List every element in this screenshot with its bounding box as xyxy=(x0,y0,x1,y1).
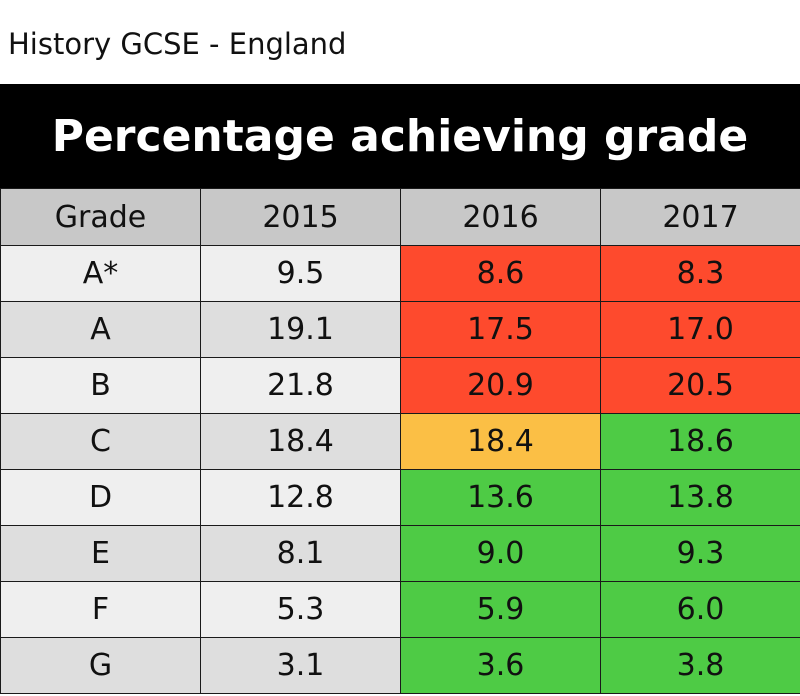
value-cell-2017: 9.3 xyxy=(600,525,800,582)
value-cell-2017: 18.6 xyxy=(600,413,800,470)
header-cell-2015: 2015 xyxy=(200,188,401,246)
subtitle: History GCSE - England xyxy=(8,27,347,61)
value-cell-2015: 19.1 xyxy=(200,301,401,358)
table-row: D 12.8 13.6 13.8 xyxy=(0,469,800,526)
grade-cell: G xyxy=(0,637,201,694)
value-cell-2016: 17.5 xyxy=(400,301,601,358)
table-row: A* 9.5 8.6 8.3 xyxy=(0,245,800,302)
value-cell-2015: 8.1 xyxy=(200,525,401,582)
table-row: G 3.1 3.6 3.8 xyxy=(0,637,800,694)
value-cell-2017: 3.8 xyxy=(600,637,800,694)
value-cell-2016: 5.9 xyxy=(400,581,601,638)
table-row: E 8.1 9.0 9.3 xyxy=(0,525,800,582)
value-cell-2016: 9.0 xyxy=(400,525,601,582)
header-cell-2016: 2016 xyxy=(400,188,601,246)
value-cell-2015: 5.3 xyxy=(200,581,401,638)
header-cell-grade: Grade xyxy=(0,188,201,246)
value-cell-2015: 21.8 xyxy=(200,357,401,414)
table-row: B 21.8 20.9 20.5 xyxy=(0,357,800,414)
value-cell-2017: 20.5 xyxy=(600,357,800,414)
table-body: A* 9.5 8.6 8.3 A 19.1 17.5 17.0 B 21.8 20.9 20.5 C 18… xyxy=(0,245,800,694)
value-cell-2015: 18.4 xyxy=(200,413,401,470)
table-row: A 19.1 17.5 17.0 xyxy=(0,301,800,358)
header-cell-2017: 2017 xyxy=(600,188,800,246)
grade-cell: A xyxy=(0,301,201,358)
value-cell-2016: 8.6 xyxy=(400,245,601,302)
value-cell-2016: 13.6 xyxy=(400,469,601,526)
value-cell-2015: 9.5 xyxy=(200,245,401,302)
value-cell-2015: 12.8 xyxy=(200,469,401,526)
table-row: C 18.4 18.4 18.6 xyxy=(0,413,800,470)
grade-cell: E xyxy=(0,525,201,582)
table-title: Percentage achieving grade xyxy=(51,110,749,162)
value-cell-2015: 3.1 xyxy=(200,637,401,694)
value-cell-2017: 6.0 xyxy=(600,581,800,638)
grade-table: Grade 2015 2016 2017 A* 9.5 8.6 8.3 A 19.1 17.… xyxy=(0,188,800,694)
value-cell-2016: 20.9 xyxy=(400,357,601,414)
grade-cell: A* xyxy=(0,245,201,302)
grade-cell: F xyxy=(0,581,201,638)
value-cell-2017: 8.3 xyxy=(600,245,800,302)
value-cell-2016: 3.6 xyxy=(400,637,601,694)
value-cell-2017: 13.8 xyxy=(600,469,800,526)
table-title-banner: Percentage achieving grade xyxy=(0,84,800,188)
grade-cell: C xyxy=(0,413,201,470)
grade-cell: D xyxy=(0,469,201,526)
table-row: F 5.3 5.9 6.0 xyxy=(0,581,800,638)
value-cell-2017: 17.0 xyxy=(600,301,800,358)
grade-cell: B xyxy=(0,357,201,414)
header-row: Grade 2015 2016 2017 xyxy=(0,188,800,246)
value-cell-2016: 18.4 xyxy=(400,413,601,470)
